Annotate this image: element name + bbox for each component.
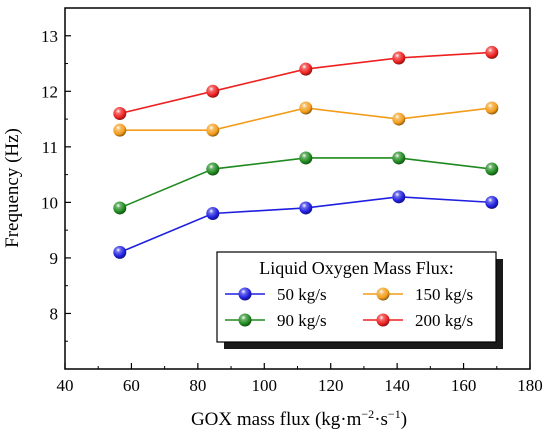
legend-item: 200 kg/s (363, 311, 473, 330)
x-axis: 40 60 80 100 120 140 160 180 (57, 363, 543, 395)
legend-label: 50 kg/s (277, 285, 327, 304)
legend-marker (376, 313, 390, 327)
series-line (119, 157, 492, 209)
data-point (299, 101, 313, 115)
x-tick-label: 80 (189, 376, 206, 395)
data-point (485, 45, 499, 59)
y-axis-title: Frequency (Hz) (2, 128, 23, 248)
y-tick-label: 8 (50, 304, 59, 323)
data-point (485, 195, 499, 209)
series-90-kg-s (113, 151, 499, 215)
x-tick-label: 100 (252, 376, 278, 395)
legend-marker (238, 313, 252, 327)
data-point (206, 84, 220, 98)
data-point (392, 151, 406, 165)
y-tick-label: 12 (41, 82, 58, 101)
y-axis: 8 9 10 11 12 13 (41, 27, 71, 342)
data-point (206, 162, 220, 176)
x-axis-title: GOX mass flux (kg·m−2·s−1) (191, 407, 407, 430)
data-point (485, 101, 499, 115)
legend-item: 90 kg/s (225, 311, 327, 330)
legend-label: 200 kg/s (415, 311, 473, 330)
y-tick-label: 10 (41, 193, 58, 212)
series-150-kg-s (113, 101, 499, 137)
y-tick-label: 11 (42, 138, 58, 157)
data-point (113, 107, 127, 121)
data-point (485, 162, 499, 176)
x-tick-label: 120 (318, 376, 344, 395)
legend-label: 90 kg/s (277, 311, 327, 330)
x-tick-label: 180 (517, 376, 543, 395)
y-tick-label: 9 (50, 249, 59, 268)
series-200-kg-s (113, 45, 499, 121)
legend-item: 50 kg/s (225, 285, 327, 304)
legend-box (216, 251, 497, 343)
data-point (392, 112, 406, 126)
data-point (392, 51, 406, 65)
x-tick-label: 60 (123, 376, 140, 395)
x-tick-label: 40 (57, 376, 74, 395)
legend-title: Liquid Oxygen Mass Flux: (259, 258, 454, 278)
data-point (113, 123, 127, 137)
data-point (113, 201, 127, 215)
y-tick-label: 13 (41, 27, 58, 46)
x-tick-label: 140 (384, 376, 410, 395)
data-point (299, 151, 313, 165)
series-layer (113, 45, 499, 259)
series-50-kg-s (113, 190, 499, 259)
x-tick-label: 160 (451, 376, 477, 395)
data-point (299, 62, 313, 76)
data-point (206, 123, 220, 137)
legend: Liquid Oxygen Mass Flux: 50 kg/s 90 kg/s 1… (216, 251, 503, 349)
legend-marker (376, 287, 390, 301)
legend-marker (238, 287, 252, 301)
data-point (392, 190, 406, 204)
data-point (299, 201, 313, 215)
legend-label: 150 kg/s (415, 285, 473, 304)
legend-item: 150 kg/s (363, 285, 473, 304)
data-point (206, 206, 220, 220)
data-point (113, 245, 127, 259)
